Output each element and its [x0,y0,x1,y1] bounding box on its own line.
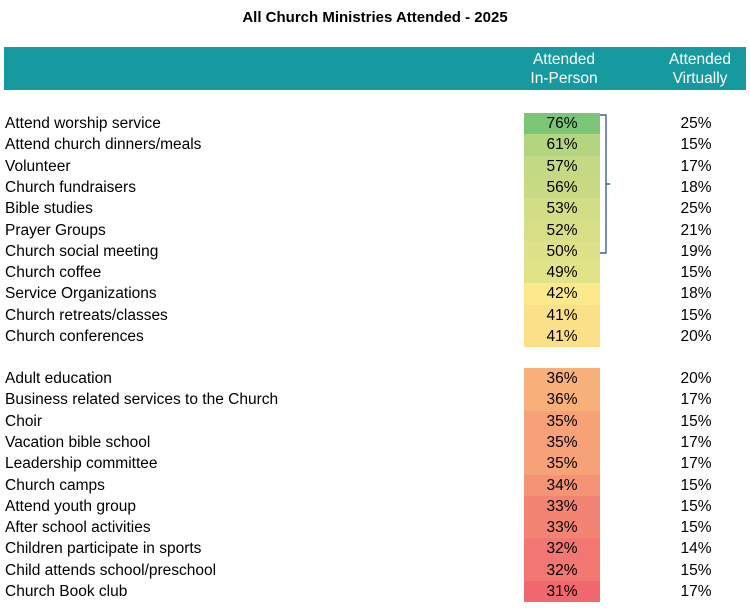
in-person-cell: 36% [524,389,600,411]
table-row: Prayer Groups 52% 21% [0,219,750,241]
row-label: Prayer Groups [5,221,106,239]
row-label: Church fundraisers [5,178,136,196]
in-person-cell: 57% [524,155,600,177]
header-virtually-line2: Virtually [672,70,728,87]
virtually-cell: 17% [680,391,712,409]
row-label: Volunteer [5,157,71,175]
header-attended-in-person: Attended In-Person [523,50,605,88]
virtually-cell: 18% [680,285,712,303]
row-label: Leadership committee [5,455,158,473]
in-person-cell: 34% [524,474,600,496]
row-label: Child attends school/preschool [5,561,217,579]
in-person-cell: 35% [524,453,600,475]
table-row: Volunteer 57% 17% [0,155,750,177]
chart-title: All Church Ministries Attended - 2025 [242,9,508,26]
table-row: Church fundraisers 56% 18% [0,176,750,199]
virtually-cell: 20% [680,370,712,387]
table-row: Children participate in sports 32% 14% [0,538,750,560]
row-label: Bible studies [5,200,93,218]
header-virtually-line1: Attended [668,51,732,68]
in-person-cell: 36% [524,368,600,390]
row-label: Business related services to the Church [5,391,279,409]
virtually-cell: 14% [680,540,712,558]
in-person-cell: 76% [524,113,600,135]
table-header: Attended In-Person Attended Virtually [4,47,746,90]
virtually-cell: 17% [680,433,712,451]
row-label: Attend church dinners/meals [5,136,202,154]
virtually-cell: 15% [680,497,712,515]
row-label: Church camps [5,476,105,494]
row-label: Adult education [5,370,112,387]
table-row: Church retreats/classes 41% 15% [0,304,750,327]
virtually-cell: 25% [680,115,712,132]
table-row: Child attends school/preschool 32% 15% [0,559,750,582]
virtually-cell: 15% [680,306,712,324]
in-person-cell: 50% [524,240,600,263]
row-label: After school activities [5,519,151,537]
virtually-cell: 18% [680,178,712,196]
table-row: Church coffee 49% 15% [0,262,750,284]
virtually-cell: 17% [680,455,712,473]
in-person-cell: 41% [524,304,600,327]
virtually-cell: 25% [680,200,712,218]
row-label: Vacation bible school [5,433,151,451]
in-person-cell: 41% [524,326,600,348]
virtually-cell: 17% [680,583,712,600]
in-person-cell: 32% [524,538,600,560]
table-row: Service Organizations 42% 18% [0,283,750,305]
in-person-cell: 49% [524,262,600,284]
row-label: Attend youth group [5,497,136,515]
row-label: Children participate in sports [5,540,202,558]
table-row: Bible studies 53% 25% [0,198,750,220]
virtually-cell: 15% [680,264,712,282]
header-in-person-line2: In-Person [530,70,598,87]
table-row: Adult education 36% 20% [0,368,750,390]
in-person-cell: 31% [524,581,600,603]
in-person-cell: 33% [524,495,600,518]
virtually-cell: 15% [680,561,712,579]
virtually-cell: 15% [680,476,712,494]
in-person-cell: 33% [524,517,600,539]
in-person-cell: 61% [524,134,600,156]
in-person-cell: 35% [524,410,600,432]
table-row: Attend church dinners/meals 61% 15% [0,134,750,156]
table-row: Choir 35% 15% [0,410,750,432]
virtually-cell: 19% [680,242,712,260]
row-label: Church social meeting [5,242,159,260]
table-row: Vacation bible school 35% 17% [0,431,750,454]
in-person-cell: 52% [524,219,600,241]
row-label: Church conferences [5,328,144,345]
table-row: Church conferences 41% 20% [0,326,750,348]
header-in-person-line1: Attended [532,51,596,68]
table-row: Church Book club 31% 17% [0,581,750,603]
in-person-cell: 42% [524,283,600,305]
in-person-cell: 32% [524,559,600,582]
table-row: Church social meeting 50% 19% [0,240,750,263]
virtually-cell: 20% [680,328,712,345]
virtually-cell: 21% [680,221,712,239]
table-row: Leadership committee 35% 17% [0,453,750,475]
in-person-cell: 35% [524,431,600,454]
virtually-cell: 15% [680,519,712,537]
row-label: Church coffee [5,264,102,282]
row-label: Church retreats/classes [5,306,168,324]
row-label: Service Organizations [5,285,157,303]
virtually-cell: 15% [680,412,712,430]
virtually-cell: 17% [680,157,712,175]
row-label: Church Book club [5,583,128,600]
table-row: Attend worship service 76% 25% [0,113,750,135]
in-person-cell: 53% [524,198,600,220]
row-label: Attend worship service [5,115,161,132]
table-row: Attend youth group 33% 15% [0,495,750,518]
table-row: Business related services to the Church 3… [0,389,750,411]
in-person-cell: 56% [524,176,600,199]
row-label: Choir [5,412,43,430]
header-attended-virtually: Attended Virtually [659,50,741,88]
grouping-bracket [600,114,610,254]
virtually-cell: 15% [680,136,712,154]
table-row: After school activities 33% 15% [0,517,750,539]
table-row: Church camps 34% 15% [0,474,750,496]
